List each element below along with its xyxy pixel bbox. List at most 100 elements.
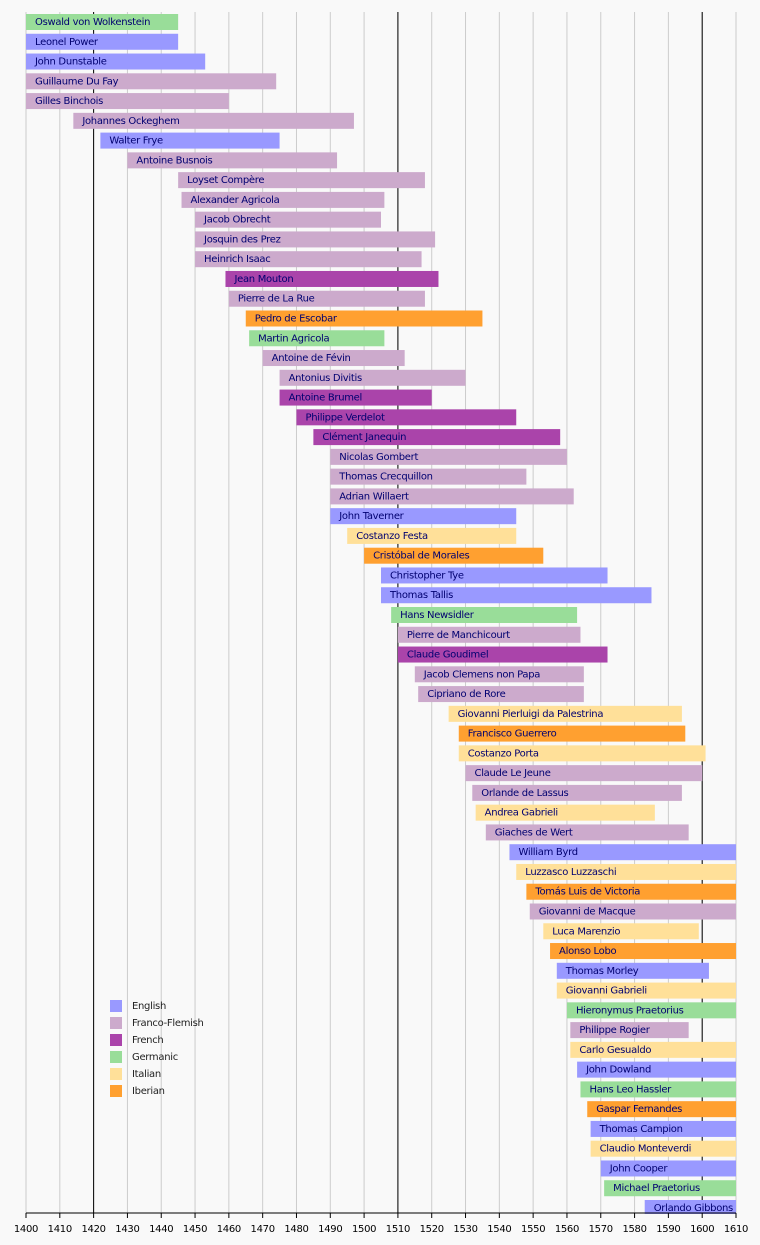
bar xyxy=(195,231,436,248)
bar xyxy=(600,1160,736,1177)
bar-label: Johannes Ockeghem xyxy=(81,116,179,127)
bar xyxy=(397,626,581,643)
bar-label: Antoine Busnois xyxy=(136,155,212,166)
bar-label: Hans Leo Hassler xyxy=(589,1084,672,1095)
bar-label: Heinrich Isaac xyxy=(204,254,270,265)
bar xyxy=(465,765,703,782)
x-tick-label: 1520 xyxy=(420,1224,444,1235)
bar-label: Gaspar Fernandes xyxy=(596,1104,682,1115)
x-tick-label: 1440 xyxy=(149,1224,173,1235)
bar xyxy=(26,14,179,30)
bar xyxy=(529,903,736,920)
x-tick-label: 1470 xyxy=(251,1224,275,1235)
bar xyxy=(195,251,422,268)
x-tick-label: 1410 xyxy=(48,1224,72,1235)
bar xyxy=(644,1200,736,1214)
bar xyxy=(225,270,439,287)
bar xyxy=(556,982,736,999)
bar-label: Andrea Gabrieli xyxy=(485,808,558,819)
x-tick-label: 1420 xyxy=(81,1224,105,1235)
bar-label: Philippe Rogier xyxy=(579,1025,650,1036)
bar xyxy=(397,646,608,663)
x-tick-label: 1500 xyxy=(352,1224,376,1235)
bar xyxy=(414,666,584,683)
bar xyxy=(313,429,561,446)
bar-label: Cristóbal de Morales xyxy=(373,550,469,562)
bar xyxy=(100,132,280,149)
legend-label: English xyxy=(132,1001,166,1012)
bar-label: Carlo Gesualdo xyxy=(579,1045,651,1056)
x-tick-label: 1540 xyxy=(487,1224,511,1235)
bar-label: Alexander Agricola xyxy=(191,195,280,206)
bar xyxy=(381,567,608,584)
x-tick-label: 1480 xyxy=(284,1224,308,1235)
bar-label: Costanzo Festa xyxy=(356,531,428,542)
bar-label: Giaches de Wert xyxy=(495,827,573,838)
bar xyxy=(485,824,689,841)
bar xyxy=(364,547,544,564)
bar xyxy=(26,33,179,50)
bar-label: Martin Agricola xyxy=(258,333,329,344)
bar-label: Orlande de Lassus xyxy=(481,788,568,799)
bar xyxy=(228,290,425,307)
x-tick-label: 1430 xyxy=(115,1224,139,1235)
x-tick-label: 1560 xyxy=(555,1224,579,1235)
bar-label: Antonius Divitis xyxy=(289,373,362,384)
legend-label: French xyxy=(132,1035,163,1046)
bar-label: Costanzo Porta xyxy=(468,748,539,759)
bar-label: Adrian Willaert xyxy=(339,491,409,502)
bar-label: Leonel Power xyxy=(35,37,99,48)
bar xyxy=(543,923,699,940)
bar-label: Luca Marenzio xyxy=(552,926,620,937)
bar-label: Pedro de Escobar xyxy=(255,314,338,325)
bar xyxy=(509,844,736,861)
bar-label: Cipriano de Rore xyxy=(427,689,505,700)
bar xyxy=(330,488,574,505)
bar xyxy=(604,1180,736,1197)
bars xyxy=(26,14,736,1214)
bar xyxy=(472,784,682,801)
x-tick-label: 1460 xyxy=(217,1224,241,1235)
legend-label: Franco-Flemish xyxy=(132,1018,204,1029)
bar xyxy=(516,863,736,880)
bar-label: Christopher Tye xyxy=(390,570,464,581)
bar xyxy=(249,330,385,347)
x-tick-label: 1510 xyxy=(386,1224,410,1235)
bar xyxy=(127,152,338,169)
bar-label: William Byrd xyxy=(518,847,577,858)
bar-label: Nicolas Gombert xyxy=(339,452,418,463)
bar xyxy=(330,468,527,485)
legend-swatch xyxy=(110,1034,122,1046)
bar xyxy=(262,350,405,367)
bar-label: John Dunstable xyxy=(34,57,107,68)
bar-label: Hans Newsidler xyxy=(400,610,475,621)
bar-label: Claude Le Jeune xyxy=(475,768,551,779)
bar-label: Claudio Monteverdi xyxy=(600,1144,692,1155)
bar-label: Josquin des Prez xyxy=(203,234,281,245)
bar xyxy=(26,53,206,70)
bar xyxy=(391,607,578,623)
bar-label: Walter Frye xyxy=(109,136,163,147)
x-tick-label: 1450 xyxy=(183,1224,207,1235)
bar-label: Thomas Crecquillon xyxy=(338,472,432,483)
bar xyxy=(475,804,655,821)
bar-label: Philippe Verdelot xyxy=(305,412,384,423)
x-tick-label: 1570 xyxy=(589,1224,613,1235)
bar-label: Antoine de Févin xyxy=(272,352,351,364)
bar-label: Claude Goudimel xyxy=(407,650,488,661)
bar-label: Jacob Obrecht xyxy=(203,215,271,226)
bar-label: Clément Janequin xyxy=(322,431,406,443)
bar-label: Giovanni Pierluigi da Palestrina xyxy=(458,709,604,720)
bar xyxy=(381,587,652,604)
bar xyxy=(418,686,584,703)
bar-label: Gilles Binchois xyxy=(35,96,103,107)
bar-label: Guillaume Du Fay xyxy=(35,76,119,87)
bar-label: Antoine Brumel xyxy=(289,393,362,404)
x-tick-label: 1550 xyxy=(521,1224,545,1235)
bar xyxy=(448,705,682,722)
bar xyxy=(570,1022,689,1039)
bar xyxy=(587,1101,736,1118)
bar xyxy=(279,369,466,386)
bar-label: Pierre de La Rue xyxy=(238,294,315,305)
